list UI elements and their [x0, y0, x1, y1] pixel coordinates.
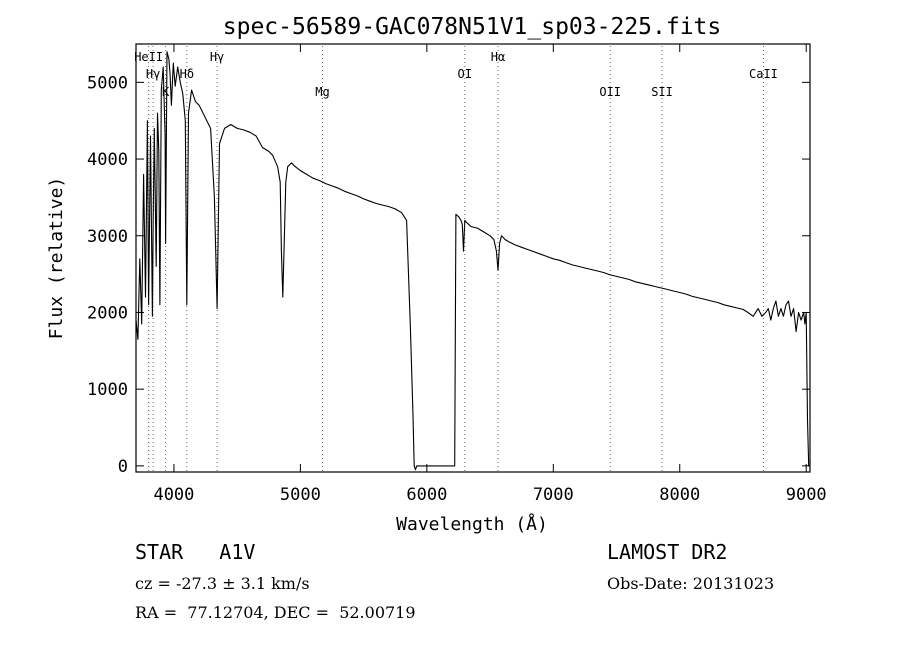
y-tick-label: 4000: [87, 150, 128, 170]
feature-label: Mg: [315, 85, 329, 99]
x-tick-label: 7000: [533, 485, 574, 505]
axis-ticks: 4000 5000 6000 7000 8000 9000 0 1000 2000 3000 400…: [87, 44, 827, 505]
series-group: [135, 51, 810, 471]
x-tick-label: 4000: [153, 485, 194, 505]
feature-label: SII: [651, 85, 673, 99]
redshift-velocity: cz = -27.3 ± 3.1 km/s: [135, 574, 310, 593]
x-tick-label: 5000: [280, 485, 321, 505]
feature-label: OI: [458, 67, 472, 81]
plot-frame: [135, 43, 811, 473]
feature-label: CaII: [749, 67, 778, 81]
observation-date: Obs-Date: 20131023: [607, 574, 775, 593]
feature-label: Hγ: [146, 67, 160, 81]
y-tick-label: 3000: [87, 227, 128, 247]
y-tick-label: 0: [118, 457, 128, 477]
chart-title: spec-56589-GAC078N51V1_sp03-225.fits: [223, 14, 722, 40]
x-tick-label: 6000: [406, 485, 447, 505]
y-tick-label: 2000: [87, 303, 128, 323]
feature-label: Hγ: [210, 50, 224, 64]
survey-name: LAMOST DR2: [607, 540, 728, 564]
x-tick-label: 8000: [659, 485, 700, 505]
feature-label: OII: [599, 85, 621, 99]
feature-label: Hδ: [180, 67, 194, 81]
feature-label: K: [162, 85, 170, 99]
star-class: STAR A1V: [135, 540, 256, 564]
feature-label: Hα: [491, 50, 505, 64]
coordinates: RA = 77.12704, DEC = 52.00719: [135, 603, 416, 622]
spectrum-line: [135, 51, 810, 471]
feature-label: HeII: [134, 50, 163, 64]
y-axis-label: Flux (relative): [46, 177, 67, 340]
y-tick-label: 1000: [87, 380, 128, 400]
x-tick-label: 9000: [786, 485, 827, 505]
y-tick-label: 5000: [87, 73, 128, 93]
x-axis-label: Wavelength (Å): [396, 513, 548, 535]
